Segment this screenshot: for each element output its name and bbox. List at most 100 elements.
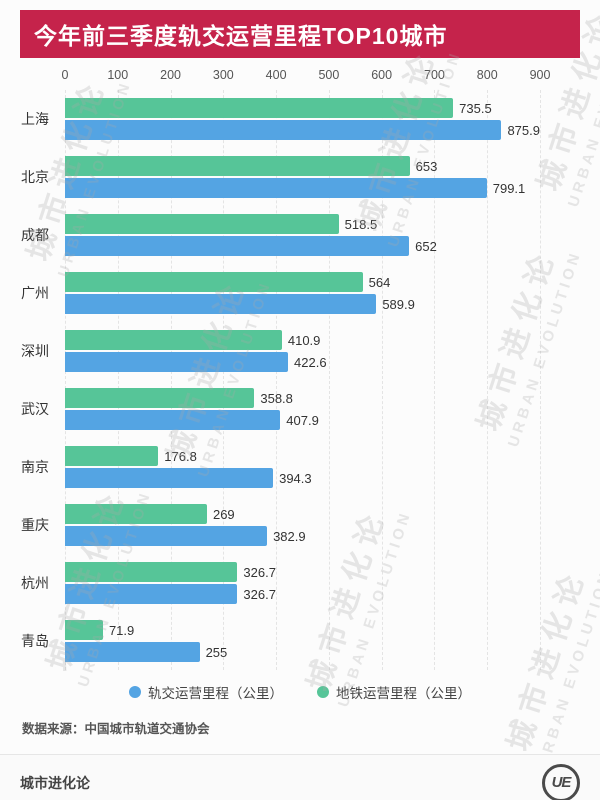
gridline <box>328 90 330 670</box>
bar-row: 799.1 <box>65 178 540 198</box>
ue-logo: UE <box>542 763 580 800</box>
metro-bar <box>65 98 454 118</box>
bar-row: 653 <box>65 156 540 176</box>
legend-label-rail: 轨交运营里程（公里） <box>148 686 283 701</box>
legend-dot-blue <box>129 686 141 698</box>
x-tick-label: 500 <box>318 68 340 82</box>
bar-row: 652 <box>65 236 540 256</box>
bar-row: 326.7 <box>65 562 540 582</box>
metro-bar <box>65 272 363 292</box>
rail-bar <box>65 410 281 430</box>
watermark-en: URBAN EVOLUTION <box>534 568 600 770</box>
value-label: 407.9 <box>286 412 319 428</box>
value-label: 589.9 <box>382 296 415 312</box>
bar-row: 358.8 <box>65 388 540 408</box>
gridline <box>434 90 436 670</box>
x-tick-label: 600 <box>371 68 393 82</box>
legend-item-metro: 地铁运营里程（公里） <box>317 682 471 702</box>
value-label: 71.9 <box>108 622 135 638</box>
x-tick-label: 900 <box>529 68 551 82</box>
value-label: 269 <box>212 506 235 522</box>
rail-bar <box>65 468 274 488</box>
rail-bar <box>65 236 410 256</box>
gridline <box>276 90 278 670</box>
bar-row: 735.5 <box>65 98 540 118</box>
metro-bar <box>65 504 207 524</box>
value-label: 652 <box>415 238 437 254</box>
value-label: 255 <box>205 644 228 660</box>
value-label: 735.5 <box>459 100 492 116</box>
legend-item-rail: 轨交运营里程（公里） <box>129 682 283 702</box>
rail-bar <box>65 642 200 662</box>
x-tick-label: 200 <box>160 68 181 82</box>
x-tick-label: 700 <box>424 68 445 82</box>
bar-group-青岛: 青岛 71.9 255 <box>21 612 540 670</box>
bar-group-成都: 成都 518.5 652 <box>21 206 540 264</box>
value-label: 564 <box>368 274 391 290</box>
page-title: 今年前三季度轨交运营里程TOP10城市 <box>20 10 580 58</box>
value-label: 422.6 <box>294 354 327 370</box>
brand-name: 城市进化论 <box>20 774 90 791</box>
metro-bar <box>65 562 238 582</box>
bar-row: 176.8 <box>65 446 540 466</box>
bar-group-重庆: 重庆 269 382.9 <box>21 496 540 554</box>
gridline <box>487 90 489 670</box>
x-tick-label: 300 <box>212 68 234 82</box>
x-tick-label: 100 <box>107 68 129 82</box>
city-label: 广州 <box>21 285 49 301</box>
gridline <box>170 90 172 670</box>
bar-group-武汉: 武汉 358.8 407.9 <box>21 380 540 438</box>
gridline <box>65 90 66 670</box>
value-label: 410.9 <box>287 332 321 348</box>
value-label: 518.5 <box>344 216 378 232</box>
gridline <box>117 90 119 670</box>
value-label: 326.7 <box>243 586 276 602</box>
rail-bar <box>65 526 268 546</box>
city-label: 成都 <box>21 227 49 243</box>
x-tick-label: 0 <box>61 68 69 82</box>
bar-row: 394.3 <box>65 468 540 488</box>
city-label: 重庆 <box>21 517 49 533</box>
rail-bar <box>65 584 238 604</box>
bar-row: 255 <box>65 642 540 662</box>
gridline <box>381 90 383 670</box>
bar-row: 589.9 <box>65 294 540 314</box>
metro-bar <box>65 330 282 350</box>
x-tick-label: 800 <box>476 68 498 82</box>
x-tick-label: 400 <box>265 68 287 82</box>
legend: 轨交运营里程（公里） 地铁运营里程（公里） <box>0 682 600 702</box>
value-label: 799.1 <box>492 180 526 196</box>
city-label: 杭州 <box>21 575 49 591</box>
bar-row: 410.9 <box>65 330 540 350</box>
bar-row: 875.9 <box>65 120 540 140</box>
city-label: 青岛 <box>21 633 49 649</box>
bar-group-杭州: 杭州 326.7 326.7 <box>21 554 540 612</box>
value-label: 394.3 <box>279 470 312 486</box>
bar-group-深圳: 深圳 410.9 422.6 <box>21 322 540 380</box>
bar-group-广州: 广州 564 589.9 <box>21 264 540 322</box>
rail-bar <box>65 120 502 140</box>
legend-label-metro: 地铁运营里程（公里） <box>336 686 471 701</box>
bar-row: 518.5 <box>65 214 540 234</box>
metro-bar <box>65 620 103 640</box>
gridline <box>223 90 225 670</box>
bar-chart: 上海 735.5 875.9 北京 653 799.1 成都 518.5 652 广州 564 589… <box>21 90 541 670</box>
bar-row: 71.9 <box>65 620 540 640</box>
metro-bar <box>65 214 339 234</box>
footer-bar: 城市进化论 UE <box>0 754 600 800</box>
city-label: 上海 <box>21 111 49 127</box>
gridline <box>540 90 541 670</box>
value-label: 653 <box>415 158 438 174</box>
legend-dot-green <box>317 686 329 698</box>
rail-bar <box>65 178 487 198</box>
infographic-page: 城市进化论 URBAN EVOLUTION 城市进化论 URBAN EVOLUTIO… <box>0 10 600 800</box>
bar-row: 407.9 <box>65 410 540 430</box>
data-source: 数据来源：中国城市轨道交通协会 <box>22 722 210 736</box>
bar-group-北京: 北京 653 799.1 <box>21 148 540 206</box>
bar-row: 422.6 <box>65 352 540 372</box>
bar-row: 382.9 <box>65 526 540 546</box>
bar-row: 564 <box>65 272 540 292</box>
value-label: 358.8 <box>260 390 293 406</box>
city-label: 北京 <box>21 169 49 185</box>
bar-row: 269 <box>65 504 540 524</box>
